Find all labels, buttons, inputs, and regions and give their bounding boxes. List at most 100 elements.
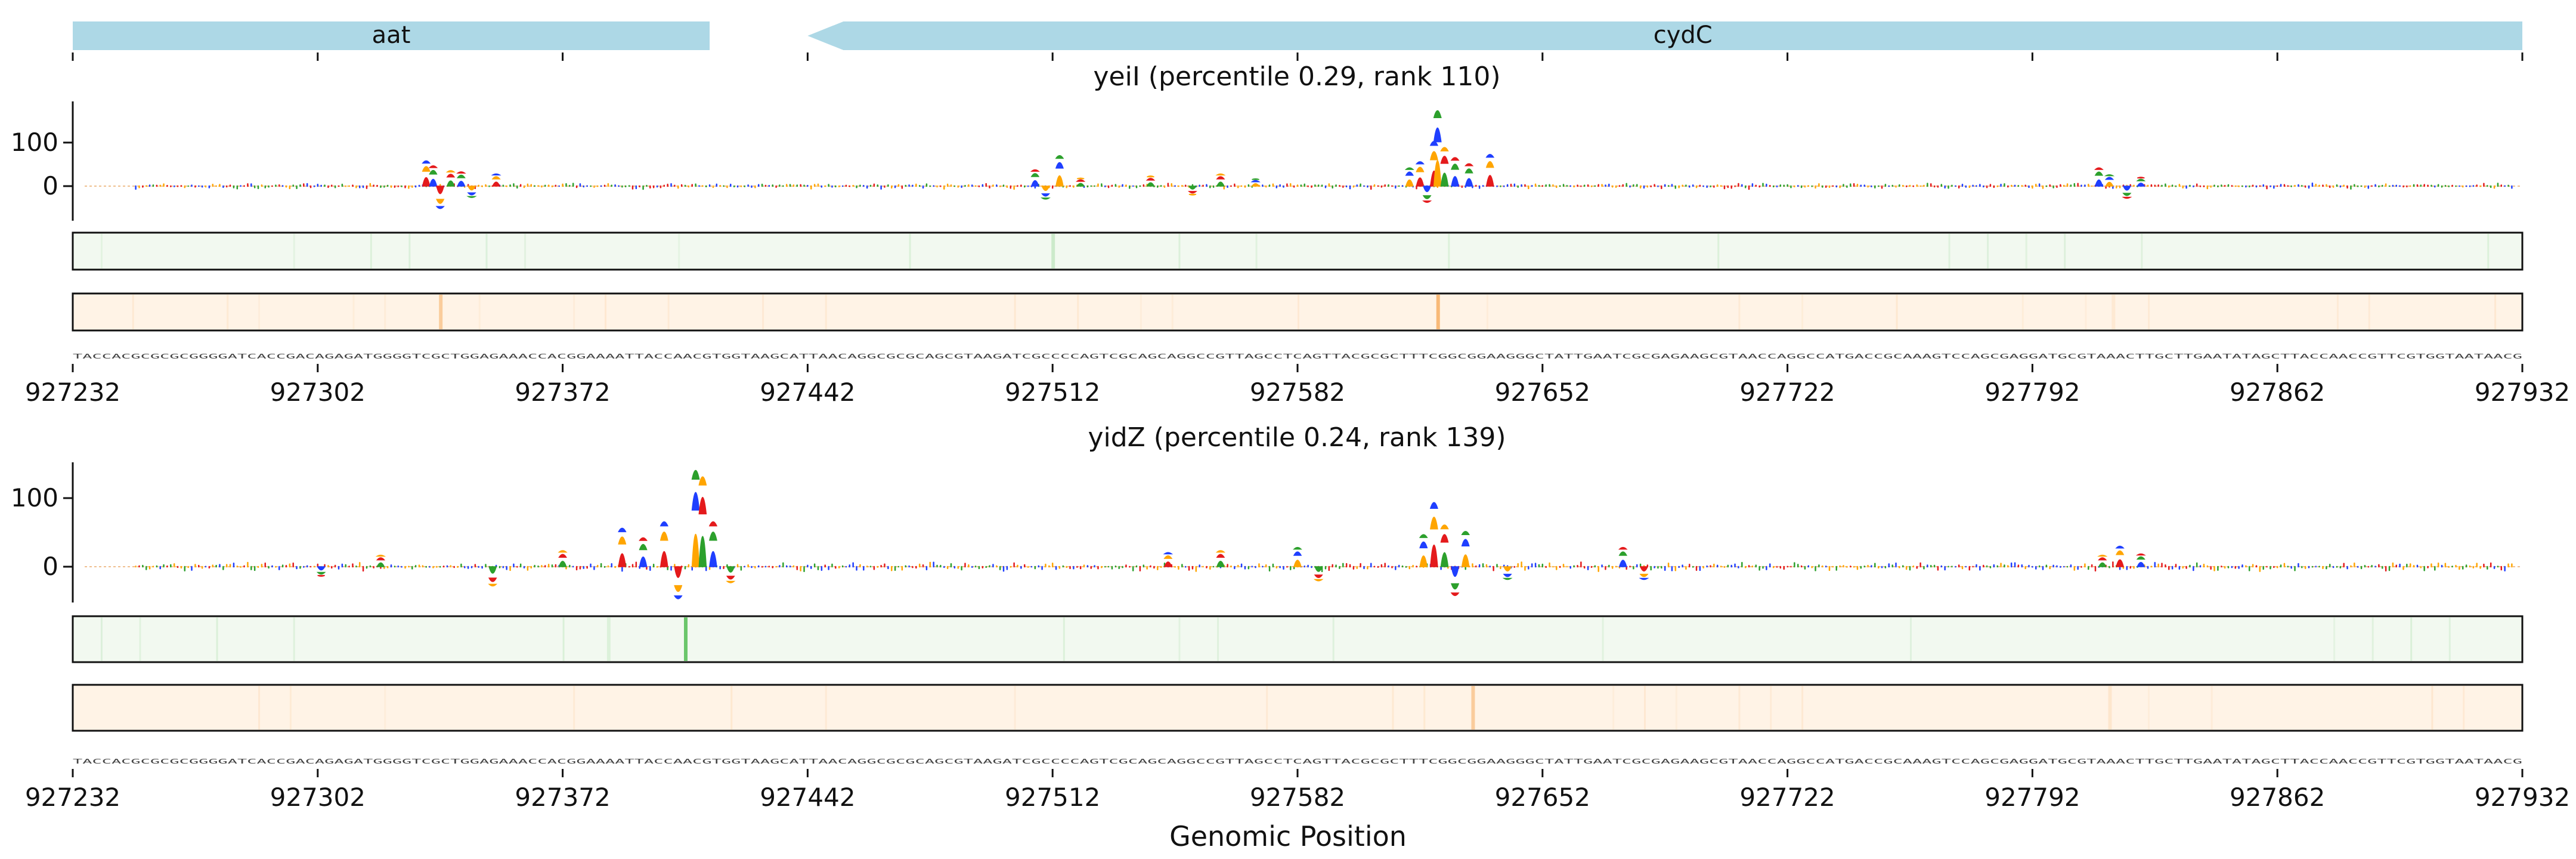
peak-mark [316,571,326,575]
peak-mark [1451,566,1459,577]
peak-mark [673,595,683,600]
x-tick-label: 927302 [270,783,366,812]
peak-mark [1429,517,1438,530]
peak-mark [2136,178,2146,181]
peak-mark [1440,147,1449,152]
orange-track-mark [605,295,607,329]
peak-mark [456,171,466,174]
gene-annotation-track: aat cydC [72,21,2524,61]
orange-track-mark [384,686,386,730]
orange-track-mark [730,686,733,730]
green-track-mark [2141,234,2143,268]
orange-track-mark [227,295,229,329]
peak-mark [698,497,707,515]
peak-mark [1055,175,1064,187]
orange-track-mark [1612,686,1615,730]
green-track-mark [678,234,680,268]
y-tick-label: 0 [42,552,58,581]
sequence-text: TACCACGCGCGCGGGGATCACCGACAGAGATGGGGTCGCT… [73,758,2522,765]
orange-track-mark [1643,686,1646,730]
orange-track-mark [2210,686,2213,730]
peak-mark [2137,562,2145,567]
orange-track-highlight [1471,686,1475,730]
orange-track-mark [1486,295,1488,329]
peak-mark [1216,561,1225,567]
x-tick-label: 927232 [25,378,120,407]
x-tick-label: 927652 [1495,783,1590,812]
peak-mark [467,192,476,196]
peak-mark [1163,555,1173,559]
peak-mark [457,181,466,187]
y-tick-label: 0 [42,171,58,200]
gene-cydC-arrow [807,21,2523,50]
green-track-mark [1448,234,1450,268]
peak-mark [698,476,707,486]
orange-track-mark [2021,295,2024,329]
peak-mark [639,543,648,551]
x-axis-title: Genomic Position [1169,820,1407,852]
x-tick-label: 927582 [1250,378,1345,407]
x-tick-label: 927512 [1005,378,1100,407]
green-track-mark [293,234,295,268]
green-track-highlight [684,617,688,661]
orange-track [72,292,2524,332]
orange-track-mark [667,295,670,329]
peak-mark [1041,193,1050,197]
peak-mark [1639,566,1649,571]
peak-mark [1451,163,1460,170]
peak-mark [1076,179,1086,182]
peak-mark [2105,181,2114,187]
orange-track-mark [1801,686,1804,730]
peak-mark [1415,161,1425,165]
peak-mark [1639,577,1649,580]
peak-mark [1429,151,1438,160]
peak-mark [1188,186,1197,190]
peak-mark [1146,182,1155,187]
peak-mark [1293,560,1302,567]
peak-mark [726,576,735,580]
peak-mark [1419,541,1428,549]
orange-track-mark [478,295,481,329]
peak-mark [1429,502,1438,509]
orange-track-mark [1675,686,1677,730]
peak-mark [1188,191,1197,194]
gene-track-axis [72,52,2524,61]
green-track-mark [2448,617,2451,661]
peak-mark [1503,573,1512,577]
orange-track-mark [2085,295,2087,329]
green-track-mark [1178,617,1181,661]
peak-mark [2094,167,2104,170]
peak-mark [376,557,386,561]
orange-track-mark [1266,686,1268,730]
orange-track-mark [762,295,764,329]
peak-mark [1055,155,1064,159]
peak-mark [660,551,668,567]
peak-mark [1416,166,1425,172]
peak-mark [558,561,567,567]
peak-mark [2094,171,2104,176]
green-track-mark [139,617,141,661]
peak-mark [1430,545,1438,567]
green-track-mark [1178,234,1181,268]
panel-1-title: yeiI (percentile 0.29, rank 110) [1094,61,1501,92]
peak-mark [1440,552,1449,567]
peak-mark [1215,173,1226,176]
peak-mark [1461,539,1470,546]
green-track-mark [216,617,218,661]
green-track-mark [1987,234,1989,268]
peak-mark [2104,174,2115,177]
x-tick-label: 927372 [515,378,610,407]
peak-mark [1422,195,1432,199]
x-tick-label: 927582 [1250,783,1345,812]
orange-track [72,684,2524,732]
peak-mark [558,550,568,553]
peak-mark [422,160,431,164]
orange-track-mark [1014,686,1016,730]
orange-track-mark [258,295,261,329]
orange-track-mark [1298,295,1299,329]
peak-mark [1461,531,1470,535]
peak-mark [1440,524,1449,530]
peak-mark [1313,579,1324,582]
peak-mark [491,176,501,180]
orange-track-highlight [1436,295,1440,329]
